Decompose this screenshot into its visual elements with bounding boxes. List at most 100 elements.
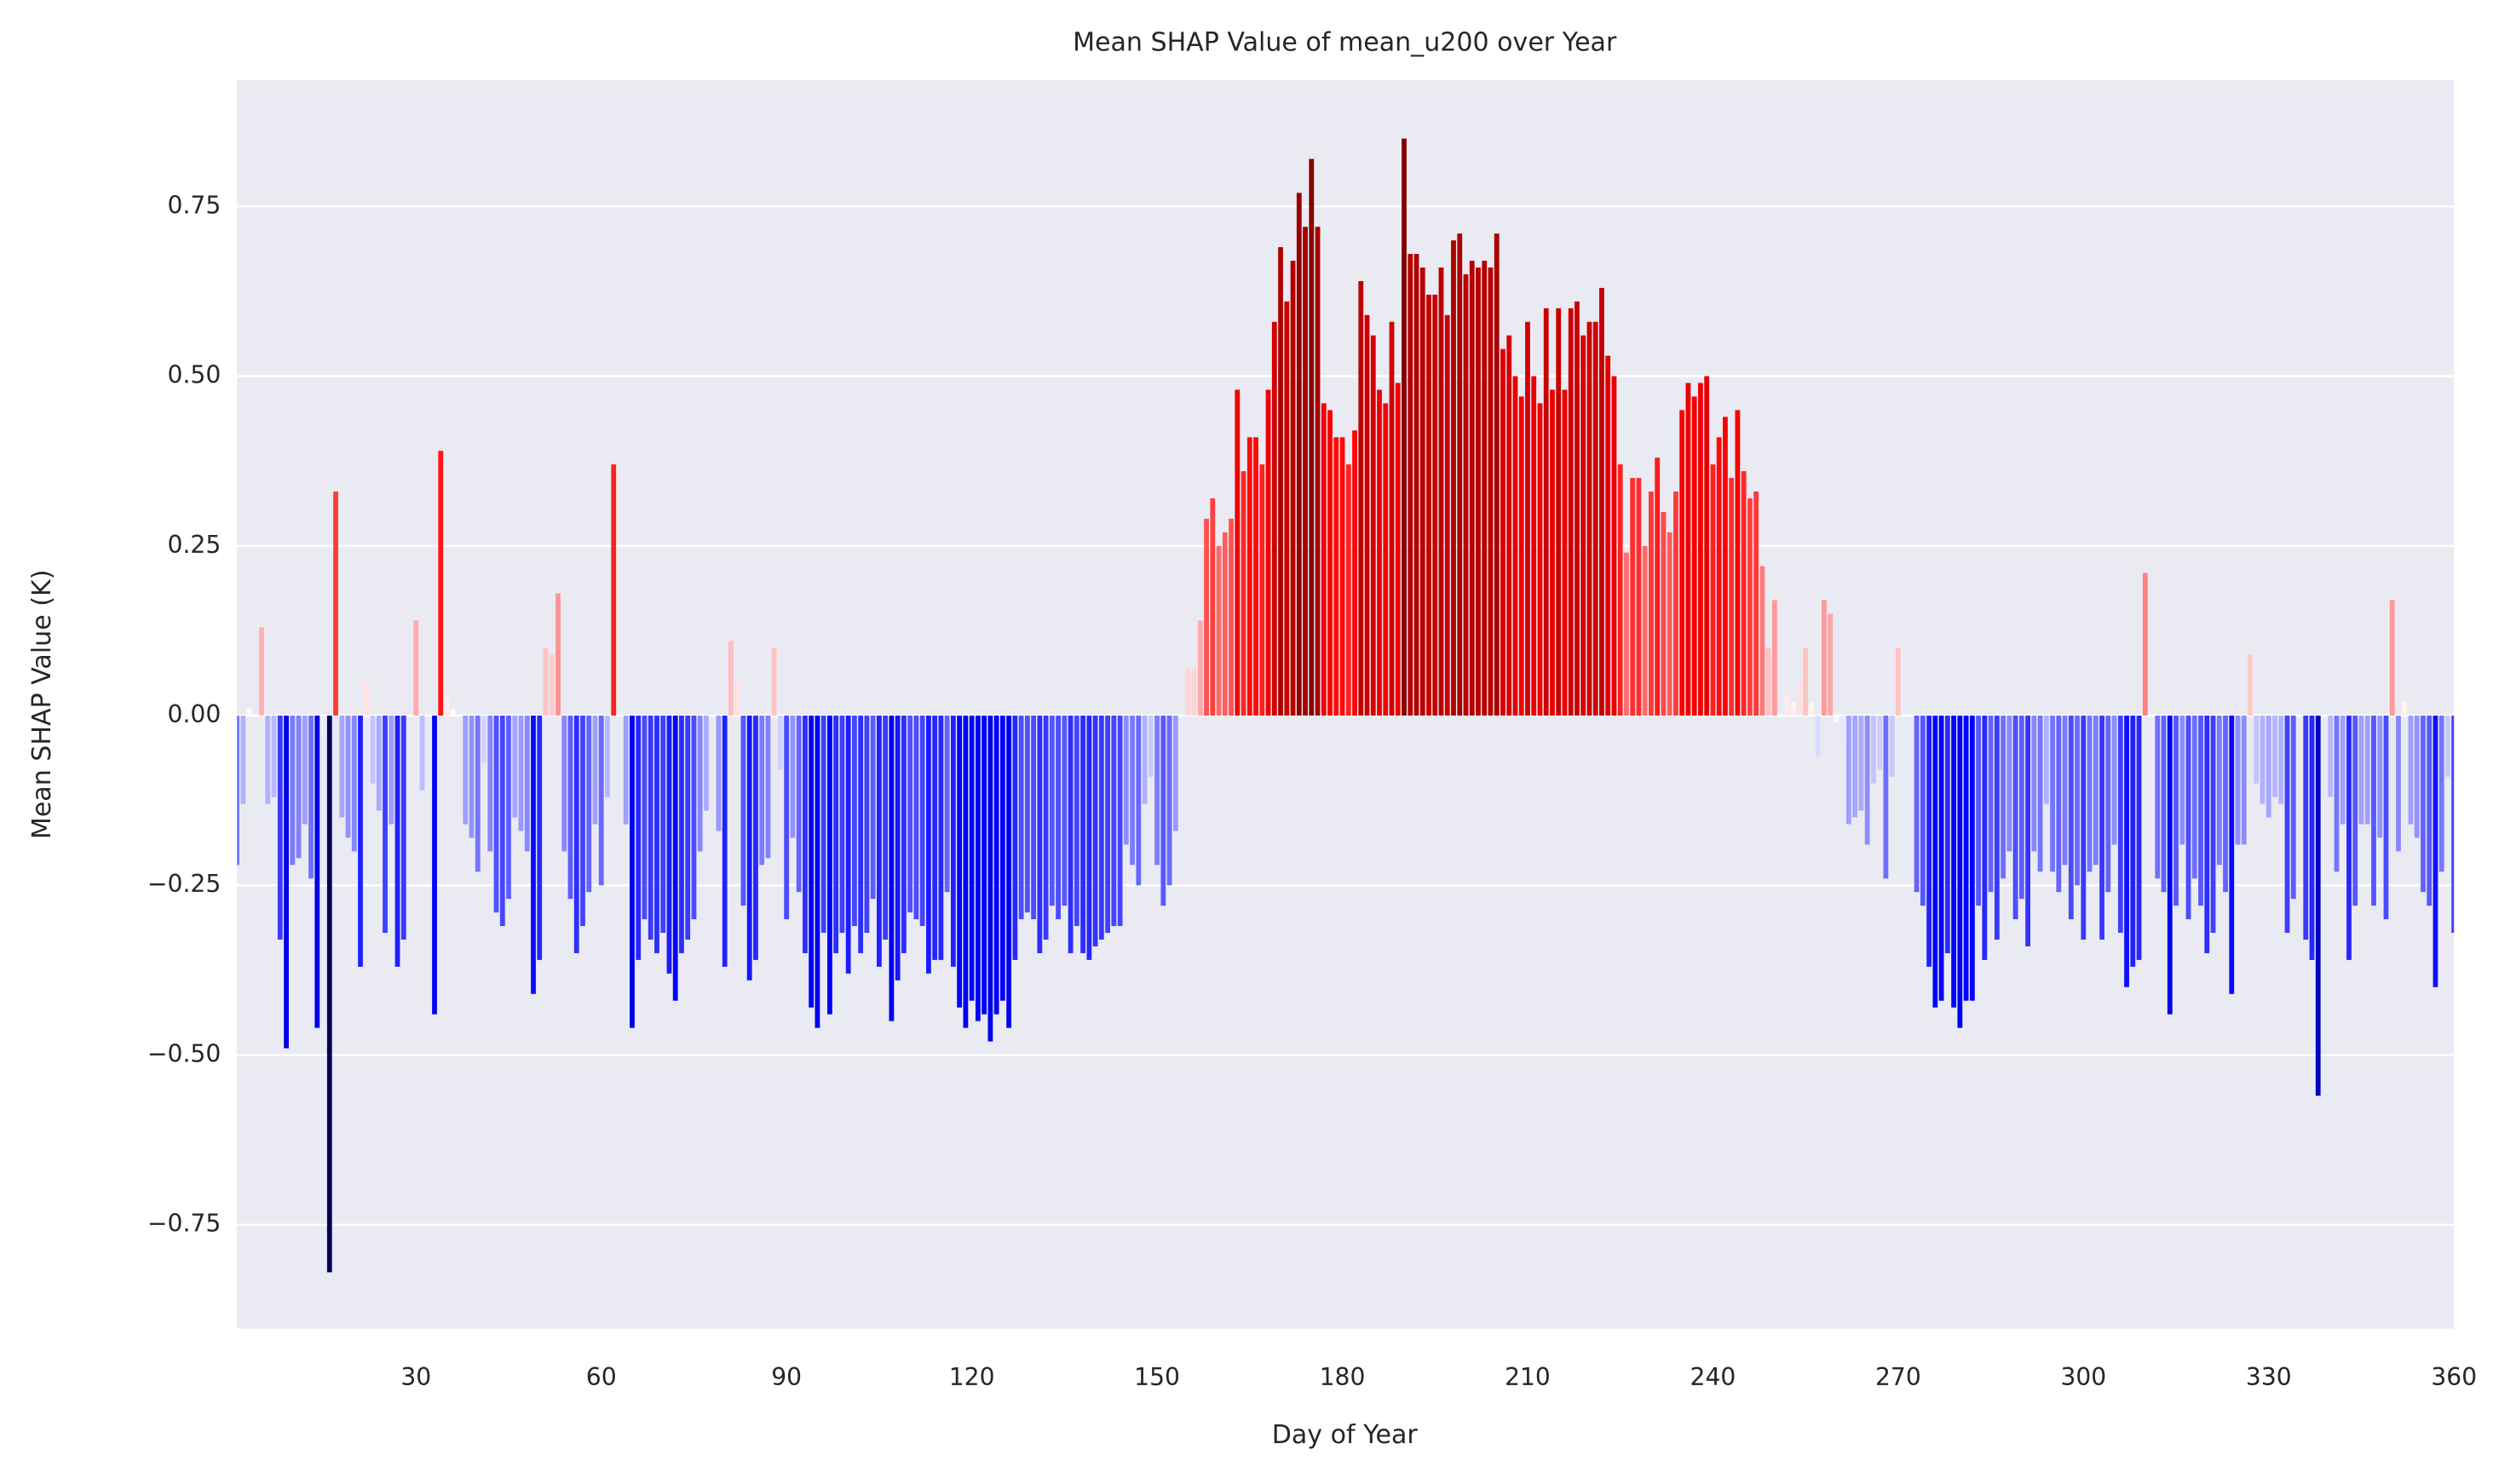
bar (573, 715, 579, 953)
bar (1419, 267, 1425, 716)
bar (2229, 715, 2235, 994)
bar (364, 682, 370, 716)
bar (784, 715, 790, 920)
bar (1123, 715, 1129, 845)
bar (852, 715, 857, 927)
bar (1253, 437, 1258, 716)
bar (636, 715, 642, 960)
bar (376, 715, 382, 811)
bar (796, 715, 802, 893)
bar (2161, 715, 2167, 893)
bar (2210, 715, 2216, 934)
bar (611, 464, 617, 716)
bar (605, 715, 610, 797)
bar (561, 715, 567, 852)
bar (1309, 158, 1315, 716)
bar (1037, 715, 1043, 953)
bar (259, 627, 264, 716)
y-tick-label: −0.25 (147, 870, 221, 898)
bar (1957, 715, 1963, 1028)
bar (895, 715, 901, 981)
bar (1068, 715, 1074, 953)
bar (1870, 715, 1876, 784)
bar (1617, 464, 1623, 716)
bar (1845, 715, 1851, 825)
bar (1246, 437, 1252, 716)
bar (580, 715, 585, 927)
bar (518, 715, 524, 831)
bar (1345, 464, 1351, 716)
bar (1938, 715, 1944, 1001)
bar (1444, 314, 1450, 716)
bar (901, 715, 907, 953)
bar (1185, 668, 1191, 716)
bar (1710, 464, 1716, 716)
bar (932, 715, 938, 960)
bar (1858, 715, 1864, 811)
bar (753, 715, 758, 960)
bar (2432, 715, 2438, 987)
bar (2111, 715, 2117, 845)
bar (358, 715, 363, 967)
y-tick-label: 0.25 (168, 531, 222, 559)
bar (1191, 668, 1197, 716)
bar (630, 715, 635, 1028)
bar (790, 715, 796, 838)
bar (1839, 715, 1845, 743)
bar (1803, 647, 1809, 716)
bar (543, 647, 549, 716)
bar (2223, 715, 2228, 893)
bar (864, 715, 870, 934)
y-tick-label: 0.00 (168, 700, 222, 728)
bar (1512, 376, 1518, 716)
bar (1556, 308, 1562, 716)
bar (1667, 532, 1672, 716)
bar (1265, 389, 1271, 716)
bar (1611, 376, 1617, 716)
bar (1413, 254, 1419, 716)
bar (1296, 193, 1302, 716)
x-tick-label: 360 (2431, 1363, 2477, 1391)
bar (1364, 314, 1370, 716)
bar (697, 715, 703, 852)
bar (1136, 715, 1142, 886)
bar (771, 647, 777, 716)
x-tick-label: 240 (1690, 1363, 1736, 1391)
bar (660, 715, 666, 934)
plot-area (237, 80, 2455, 1329)
x-tick-label: 60 (586, 1363, 617, 1391)
bar (1772, 600, 1777, 716)
bar (1636, 478, 1642, 716)
bar (240, 715, 246, 804)
bar (1377, 389, 1382, 716)
bar (351, 715, 357, 852)
bar (2438, 715, 2444, 872)
bar (2050, 715, 2055, 872)
y-tick-label: 0.50 (168, 361, 222, 389)
bar (2272, 715, 2277, 797)
bar (1741, 471, 1747, 716)
bar (1303, 227, 1308, 716)
bar (2340, 715, 2346, 825)
bar (1229, 518, 1234, 716)
bar (1259, 464, 1265, 716)
bar (1550, 389, 1555, 716)
bar (1482, 261, 1488, 716)
bar (1944, 715, 1950, 953)
bar (512, 715, 518, 818)
y-tick-label: −0.75 (147, 1210, 221, 1238)
bar (1531, 376, 1537, 716)
bar (1691, 396, 1697, 716)
bar (586, 715, 592, 893)
bar (969, 715, 975, 1001)
bar (2383, 715, 2389, 920)
bar (666, 715, 672, 974)
bar (2265, 715, 2271, 818)
bar (1704, 376, 1710, 716)
bar (722, 715, 728, 967)
bar (2081, 715, 2087, 940)
bar (1086, 715, 1092, 960)
bar (1154, 715, 1160, 866)
bar (1432, 294, 1438, 716)
bar (1723, 417, 1728, 716)
